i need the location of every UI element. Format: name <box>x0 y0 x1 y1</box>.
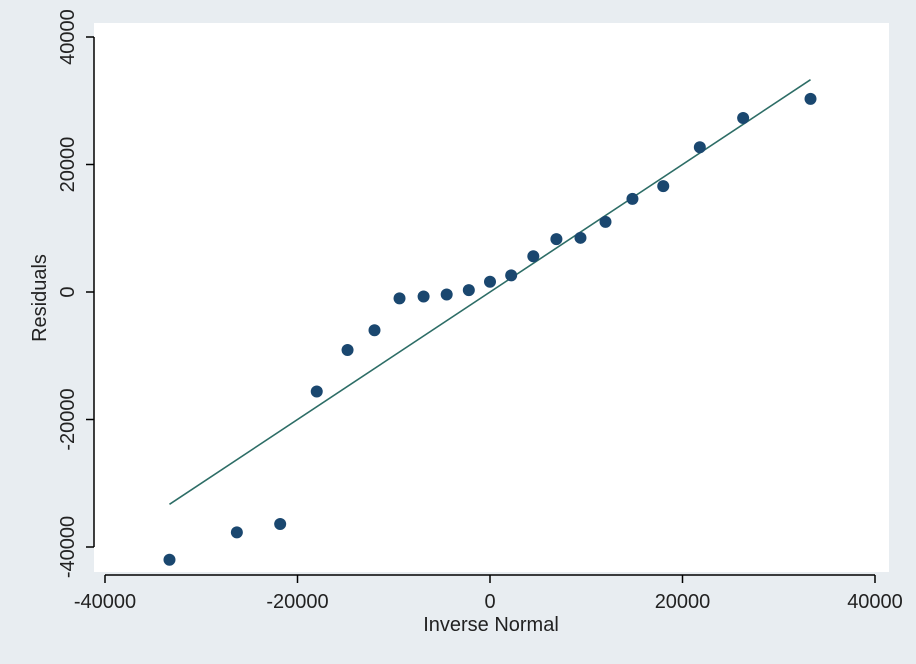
data-point <box>550 233 563 246</box>
data-point <box>440 288 453 301</box>
data-point <box>417 290 430 303</box>
x-axis: -40000 -20000 0 20000 40000 <box>74 574 903 613</box>
data-point <box>230 526 243 539</box>
y-tick-label: -20000 <box>57 388 79 450</box>
x-tick-label: -20000 <box>266 591 328 613</box>
y-axis-title: Residuals <box>29 254 51 342</box>
x-tick-label: 20000 <box>655 591 711 613</box>
y-tick-label: 20000 <box>57 137 79 193</box>
y-axis: -40000 -20000 0 20000 40000 <box>57 9 95 578</box>
data-point <box>737 111 750 124</box>
x-tick-label: 40000 <box>847 591 903 613</box>
x-tick-label: -40000 <box>74 591 136 613</box>
data-point <box>505 269 518 282</box>
data-point <box>341 344 354 357</box>
data-point <box>310 385 323 398</box>
data-point <box>574 231 587 244</box>
data-point <box>368 324 381 337</box>
plot-area <box>94 23 889 572</box>
data-point <box>462 284 475 297</box>
data-point <box>484 275 496 288</box>
series-layer <box>163 79 817 566</box>
y-tick-label: 0 <box>57 286 79 297</box>
data-point <box>657 180 670 193</box>
data-point <box>626 192 639 205</box>
data-point <box>693 141 706 154</box>
x-tick-label: 0 <box>484 591 495 613</box>
data-point <box>527 250 540 263</box>
x-axis-title: Inverse Normal <box>423 614 559 636</box>
y-tick-label: 40000 <box>57 9 79 65</box>
data-point <box>274 518 287 531</box>
data-point <box>393 292 406 305</box>
data-point <box>804 92 817 105</box>
data-point <box>599 215 612 228</box>
y-tick-label: -40000 <box>57 516 79 578</box>
data-point <box>163 553 176 566</box>
